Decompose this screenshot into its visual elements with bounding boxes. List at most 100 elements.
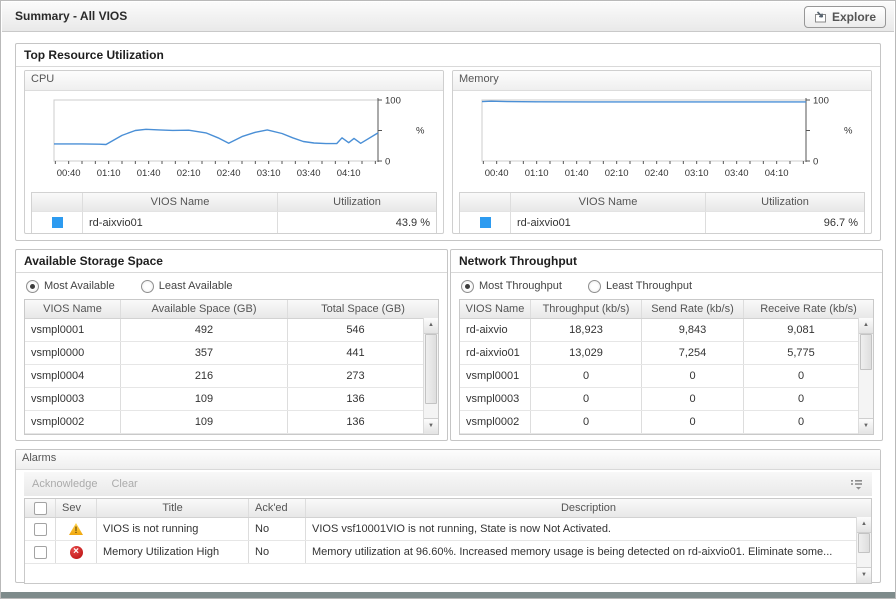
description-cell: VIOS vsf10001VIO is not running, State i…	[305, 518, 856, 540]
column-header-vios-name[interactable]: VIOS Name	[43, 303, 102, 315]
column-header-sev[interactable]: Sev	[55, 499, 96, 517]
customizer-icon[interactable]	[850, 478, 864, 490]
network-row[interactable]: rd-aixvio 18,923 9,843 9,081	[460, 319, 858, 342]
radio-least-throughput[interactable]: Least Throughput	[587, 279, 692, 293]
storage-row[interactable]: vsmpl0002 109 136	[25, 411, 423, 434]
scroll-down-button[interactable]: ▼	[424, 418, 438, 434]
vios-name-cell: vsmpl0003	[31, 393, 85, 405]
svg-text:03:40: 03:40	[725, 168, 749, 179]
svg-text:0: 0	[813, 157, 818, 168]
storage-row[interactable]: vsmpl0004 216 273	[25, 365, 423, 388]
vios-name-cell: vsmpl0002	[31, 416, 85, 428]
network-table: VIOS Name Throughput (kb/s) Send Rate (k…	[459, 299, 874, 435]
network-row[interactable]: vsmpl0003 0 0 0	[460, 388, 858, 411]
scroll-down-button[interactable]: ▼	[859, 418, 873, 434]
scroll-up-button[interactable]: ▲	[857, 517, 871, 533]
scrollbar-thumb[interactable]	[425, 334, 437, 404]
alarms-title: Alarms	[16, 450, 880, 470]
send-rate-cell: 9,843	[641, 319, 743, 341]
vios-name-cell: vsmpl0004	[31, 370, 85, 382]
memory-legend-table: VIOS Name Utilization rd-aixvio01 96.7 %	[459, 192, 865, 233]
receive-rate-cell: 0	[743, 411, 858, 433]
radio-label: Most Throughput	[479, 280, 562, 292]
scrollbar-thumb[interactable]	[858, 533, 870, 553]
radio-most-throughput[interactable]: Most Throughput	[461, 279, 562, 293]
svg-text:04:10: 04:10	[337, 168, 361, 179]
storage-row[interactable]: vsmpl0003 109 136	[25, 388, 423, 411]
legend-color-header	[32, 193, 82, 211]
severity-icon	[69, 523, 83, 535]
row-checkbox[interactable]	[33, 522, 47, 536]
svg-text:01:40: 01:40	[565, 168, 589, 179]
scrollbar-thumb[interactable]	[860, 334, 872, 370]
alarms-scrollbar[interactable]: ▲ ▼	[856, 517, 871, 583]
svg-text:02:10: 02:10	[177, 168, 201, 179]
alarm-row[interactable]: Memory Utilization High No Memory utiliz…	[25, 541, 856, 564]
svg-text:02:40: 02:40	[645, 168, 669, 179]
svg-text:%: %	[416, 126, 425, 137]
network-row[interactable]: vsmpl0001 0 0 0	[460, 365, 858, 388]
column-header-receive-rate[interactable]: Receive Rate (kb/s)	[743, 300, 873, 318]
series-color-swatch	[51, 217, 63, 228]
radio-icon[interactable]	[140, 279, 154, 293]
column-header-throughput[interactable]: Throughput (kb/s)	[530, 300, 641, 318]
svg-text:01:40: 01:40	[137, 168, 161, 179]
total-space-cell: 441	[287, 342, 423, 364]
network-throughput-panel: Network Throughput Most Throughput Least…	[450, 249, 883, 441]
column-header-acked[interactable]: Ack'ed	[248, 499, 305, 517]
legend-row[interactable]: rd-aixvio01 96.7 %	[460, 211, 864, 233]
column-header-total-space[interactable]: Total Space (GB)	[287, 300, 438, 318]
throughput-cell: 18,923	[530, 319, 641, 341]
clear-button[interactable]: Clear	[111, 478, 138, 490]
svg-text:04:10: 04:10	[765, 168, 789, 179]
utilization-cell: 43.9 %	[277, 211, 436, 233]
cpu-card: CPU 100 0% 00:40 01:10 01:40 02:10 02:40 03:10 0…	[24, 70, 444, 234]
available-space-cell: 216	[120, 365, 287, 387]
total-space-cell: 273	[287, 365, 423, 387]
explore-button[interactable]: Explore	[803, 6, 886, 28]
column-header-description[interactable]: Description	[305, 499, 871, 517]
column-header-title[interactable]: Title	[96, 499, 248, 517]
network-row[interactable]: rd-aixvio01 13,029 7,254 5,775	[460, 342, 858, 365]
row-checkbox[interactable]	[33, 545, 47, 559]
radio-most-available[interactable]: Most Available	[26, 279, 115, 293]
storage-row[interactable]: vsmpl0001 492 546	[25, 319, 423, 342]
memory-utilization-chart: 100 0% 00:40 01:10 01:40 02:10 02:40 03:10 03:40…	[481, 96, 853, 179]
legend-row[interactable]: rd-aixvio01 43.9 %	[32, 211, 436, 233]
acknowledge-button[interactable]: Acknowledge	[32, 478, 98, 490]
network-scrollbar[interactable]: ▲ ▼	[858, 318, 873, 434]
storage-scrollbar[interactable]: ▲ ▼	[423, 318, 438, 434]
vios-name-cell: vsmpl0001	[31, 324, 85, 336]
explore-label: Explore	[831, 10, 876, 24]
window-bottom-edge	[1, 592, 895, 598]
radio-icon[interactable]	[461, 279, 474, 293]
send-rate-cell: 0	[641, 365, 743, 387]
column-header-vios-name[interactable]: VIOS Name	[465, 303, 525, 315]
network-row[interactable]: vsmpl0002 0 0 0	[460, 411, 858, 434]
scroll-down-button[interactable]: ▼	[857, 567, 871, 583]
column-header-send-rate[interactable]: Send Rate (kb/s)	[641, 300, 743, 318]
storage-row[interactable]: vsmpl0000 357 441	[25, 342, 423, 365]
vios-name-cell: rd-aixvio01	[510, 211, 705, 233]
throughput-cell: 0	[530, 411, 641, 433]
network-radio-group: Most Throughput Least Throughput	[451, 273, 882, 299]
alarm-title-cell: Memory Utilization High	[96, 541, 248, 563]
vios-name-cell: rd-aixvio01	[466, 347, 520, 359]
cpu-utilization-chart: 100 0% 00:40 01:10 01:40 02:10 02:40 03:10 03:40…	[53, 96, 425, 179]
vios-name-cell: vsmpl0003	[466, 393, 520, 405]
radio-icon[interactable]	[26, 279, 39, 293]
column-header-available-space[interactable]: Available Space (GB)	[120, 300, 287, 318]
select-all-checkbox[interactable]	[33, 501, 47, 515]
receive-rate-cell: 0	[743, 388, 858, 410]
radio-icon[interactable]	[587, 279, 601, 293]
send-rate-cell: 7,254	[641, 342, 743, 364]
receive-rate-cell: 0	[743, 365, 858, 387]
description-cell: Memory utilization at 96.60%. Increased …	[305, 541, 856, 563]
acked-cell: No	[248, 518, 305, 540]
alarm-row[interactable]: VIOS is not running No VIOS vsf10001VIO …	[25, 518, 856, 541]
scroll-up-button[interactable]: ▲	[859, 318, 873, 334]
radio-least-available[interactable]: Least Available	[140, 279, 233, 293]
receive-rate-cell: 5,775	[743, 342, 858, 364]
scroll-up-button[interactable]: ▲	[424, 318, 438, 334]
total-space-cell: 546	[287, 319, 423, 341]
